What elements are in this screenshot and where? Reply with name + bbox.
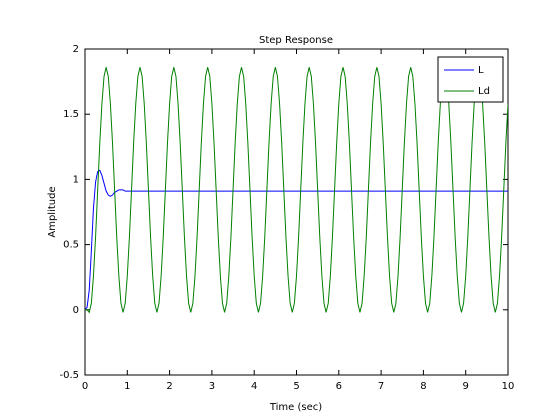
y-tick-label: 1: [73, 174, 79, 185]
legend-label: Ld: [478, 86, 490, 97]
x-tick-label: 10: [502, 381, 515, 392]
x-tick-label: 1: [124, 381, 130, 392]
chart-title: Step Response: [259, 35, 333, 46]
y-tick-label: -0.5: [59, 370, 79, 381]
series-line: [85, 67, 508, 314]
x-axis-label: Time (sec): [269, 402, 322, 413]
x-tick-label: 2: [166, 381, 172, 392]
legend-box: [437, 56, 504, 103]
y-axis-label: Amplitude: [47, 186, 58, 237]
x-tick-label: 4: [251, 381, 257, 392]
x-tick-label: 5: [293, 381, 299, 392]
y-tick-label: 1.5: [63, 109, 79, 120]
y-tick-label: 2: [73, 44, 79, 55]
y-tick-label: 0: [73, 305, 79, 316]
x-tick-label: 7: [378, 381, 384, 392]
legend-label: L: [478, 65, 484, 76]
x-tick-label: 3: [209, 381, 215, 392]
plot-area: [84, 48, 509, 376]
x-tick-label: 6: [336, 381, 342, 392]
y-tick-label: 0.5: [63, 240, 79, 251]
x-tick-label: 8: [420, 381, 426, 392]
series-line: [85, 169, 508, 311]
x-tick-label: 0: [82, 381, 88, 392]
x-tick-label: 9: [463, 381, 469, 392]
